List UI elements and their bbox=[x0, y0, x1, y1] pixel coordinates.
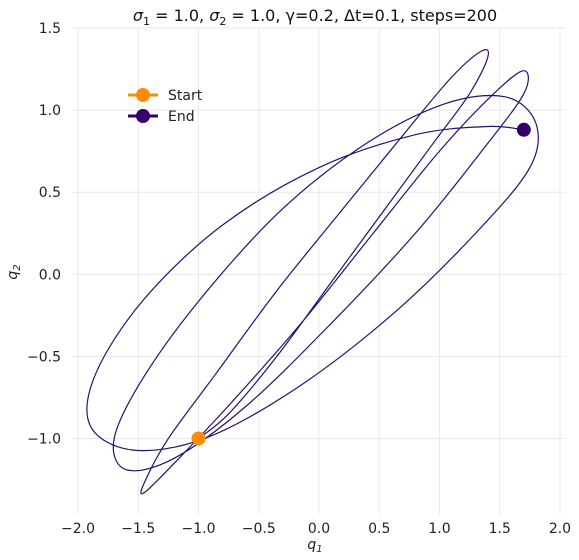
title-sigma2-value: = 1.0, γ=0.2, Δt=0.1, steps=200 bbox=[226, 6, 497, 25]
y-axis-label-base: q bbox=[5, 271, 21, 280]
grid bbox=[72, 27, 566, 514]
legend-end-label: End bbox=[168, 109, 195, 125]
series-layer bbox=[86, 49, 539, 495]
legend: Start End bbox=[128, 88, 203, 125]
title-sigma2-sub: 2 bbox=[219, 15, 226, 28]
legend-start-label: Start bbox=[168, 88, 203, 104]
title-sigma1-label: σ bbox=[133, 6, 144, 25]
title-sigma2-label: σ bbox=[209, 6, 220, 25]
x-axis-ticks: −2.0 −1.5 −1.0 −0.5 0.0 0.5 1.0 1.5 2.0 bbox=[61, 521, 571, 537]
x-tick-label: 0.0 bbox=[308, 521, 330, 537]
x-tick-label: 1.0 bbox=[428, 521, 450, 537]
y-tick-label: 1.5 bbox=[39, 21, 61, 37]
x-axis-label: q1 bbox=[307, 537, 322, 555]
y-axis-ticks: −1.0 −0.5 0.0 0.5 1.0 1.5 bbox=[27, 21, 61, 447]
x-axis-label-base: q bbox=[307, 537, 316, 553]
x-tick-label: −0.5 bbox=[242, 521, 276, 537]
y-axis-label-sub: 2 bbox=[12, 264, 23, 270]
title-sigma1-value: = 1.0, bbox=[150, 6, 209, 25]
y-tick-label: 1.0 bbox=[39, 103, 61, 119]
y-axis-label: q2 bbox=[5, 264, 23, 279]
chart-title: σ1 = 1.0, σ2 = 1.0, γ=0.2, Δt=0.1, steps… bbox=[133, 6, 497, 28]
x-tick-label: −1.0 bbox=[182, 521, 216, 537]
legend-end-marker bbox=[136, 109, 150, 123]
start-point-marker bbox=[191, 431, 206, 446]
marker-layer bbox=[191, 122, 531, 446]
y-tick-label: 0.5 bbox=[39, 185, 61, 201]
x-axis-label-sub: 1 bbox=[316, 544, 322, 555]
x-tick-label: 0.5 bbox=[368, 521, 390, 537]
x-tick-label: −1.5 bbox=[121, 521, 155, 537]
y-tick-label: −1.0 bbox=[27, 431, 61, 447]
y-tick-label: −0.5 bbox=[27, 349, 61, 365]
x-tick-label: −2.0 bbox=[61, 521, 95, 537]
end-point-marker bbox=[516, 122, 531, 137]
title-sigma1-sub: 1 bbox=[143, 15, 150, 28]
x-tick-label: 1.5 bbox=[489, 521, 511, 537]
legend-start-marker bbox=[136, 88, 150, 102]
trajectory-line bbox=[86, 49, 539, 495]
y-tick-label: 0.0 bbox=[39, 267, 61, 283]
x-tick-label: 2.0 bbox=[549, 521, 571, 537]
